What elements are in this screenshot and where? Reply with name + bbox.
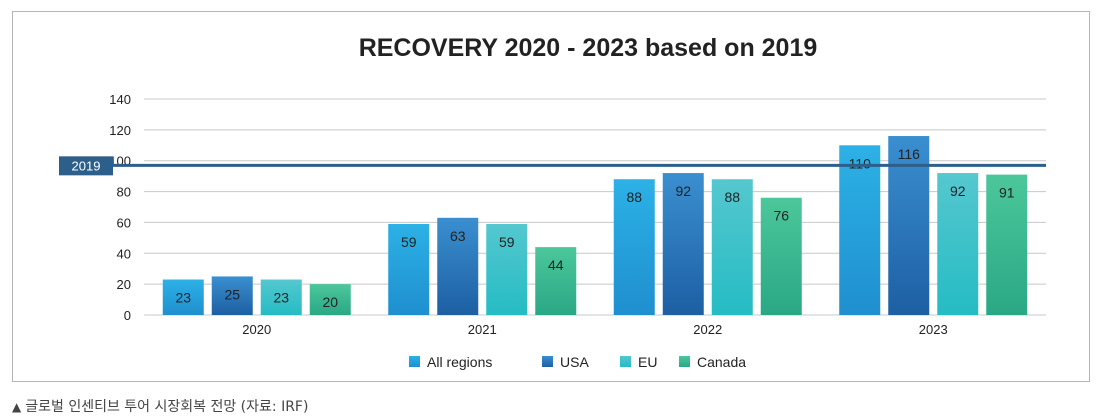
legend-swatch (409, 356, 420, 367)
x-tick-label: 2021 (468, 322, 497, 337)
y-tick-label: 0 (124, 308, 131, 323)
bar-value-label: 44 (548, 257, 564, 273)
bar-value-label: 25 (224, 286, 240, 302)
bar-all-regions-2021 (388, 223, 430, 315)
y-tick-label: 20 (117, 277, 131, 292)
bar-all-regions-2020 (162, 279, 204, 315)
caption-text: 글로벌 인센티브 투어 시장회복 전망 (자료: IRF) (25, 399, 309, 415)
bar-value-label: 76 (773, 208, 789, 224)
bar-value-label: 88 (626, 189, 642, 205)
bar-value-label: 92 (675, 183, 691, 199)
reference-label: 2019 (72, 158, 101, 173)
x-tick-label: 2023 (919, 322, 948, 337)
bar-value-label: 91 (999, 185, 1015, 201)
y-tick-label: 40 (117, 246, 131, 261)
legend-swatch (679, 356, 690, 367)
legend-swatch (542, 356, 553, 367)
bar-value-label: 59 (401, 234, 417, 250)
bar-eu-2021 (486, 223, 528, 315)
bar-usa-2022 (662, 173, 704, 315)
legend-label: Canada (697, 354, 746, 370)
bar-value-label: 59 (499, 234, 515, 250)
bar-eu-2023 (937, 173, 979, 315)
bar-usa-2023 (888, 136, 930, 315)
bar-eu-2020 (260, 279, 302, 315)
bar-value-label: 110 (849, 155, 872, 171)
reference-label-box (59, 156, 113, 176)
bar-value-label: 88 (724, 189, 740, 205)
bar-value-label: 116 (898, 146, 921, 162)
bar-value-label: 20 (322, 294, 338, 310)
bar-value-label: 92 (950, 183, 966, 199)
y-tick-label: 80 (117, 185, 131, 200)
legend-swatch (620, 356, 631, 367)
bar-value-label: 63 (450, 228, 466, 244)
y-tick-label: 60 (117, 215, 131, 230)
legend-label: EU (638, 354, 657, 370)
bar-eu-2022 (711, 179, 753, 315)
legend-label: All regions (427, 354, 492, 370)
chart-title: RECOVERY 2020 - 2023 based on 2019 (359, 34, 818, 62)
x-tick-label: 2020 (242, 322, 271, 337)
bar-usa-2021 (437, 217, 479, 315)
bar-canada-2023 (986, 174, 1028, 315)
bar-value-label: 23 (273, 290, 289, 306)
bar-all-regions-2023 (839, 145, 881, 315)
figure-caption: ▲ 글로벌 인센티브 투어 시장회복 전망 (자료: IRF) (12, 396, 308, 416)
y-tick-label: 140 (109, 92, 131, 107)
triangle-marker-icon: ▲ (12, 400, 22, 414)
bar-canada-2020 (309, 284, 351, 315)
bar-canada-2021 (535, 247, 577, 315)
bar-value-label: 23 (175, 290, 191, 306)
bar-usa-2020 (211, 276, 253, 315)
recovery-bar-chart: RECOVERY 2020 - 2023 based on 2019 0 20 40… (59, 34, 1046, 370)
y-tick-label: 120 (109, 123, 131, 138)
chart-frame: RECOVERY 2020 - 2023 based on 2019 0 20 40… (12, 11, 1090, 382)
bar-all-regions-2022 (613, 179, 655, 315)
bar-canada-2022 (760, 197, 802, 315)
legend-label: USA (560, 354, 589, 370)
x-tick-label: 2022 (693, 322, 722, 337)
